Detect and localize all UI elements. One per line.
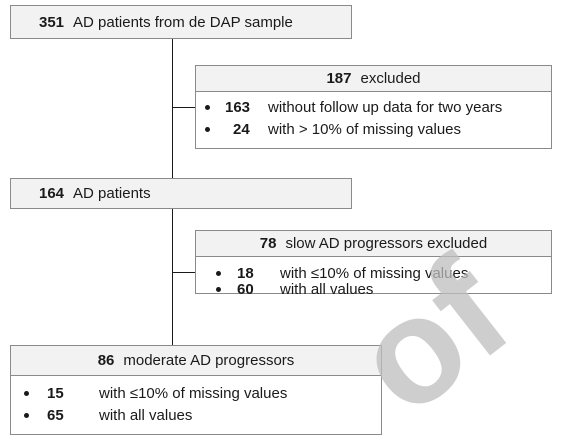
page: {"boxes": [ {"count": 351, "label": "AD … — [10, 5, 552, 446]
label: with ≤10% of missing values — [99, 384, 288, 402]
label: with all values — [99, 406, 193, 424]
count: 24 — [233, 120, 250, 138]
bullet — [205, 105, 210, 110]
flow-box: 78 slow AD progressors excluded 18 with … — [195, 230, 552, 298]
item: 163 without follow up data for two years — [196, 97, 551, 117]
box-header: 78 slow AD progressors excluded — [196, 231, 551, 257]
bullet — [24, 391, 29, 396]
box-header: 86 moderate AD progressors — [11, 346, 381, 376]
flow-box: 86 moderate AD progressors 15 with ≤10% … — [10, 345, 382, 435]
label: AD patients — [73, 185, 151, 202]
count: 86 — [97, 352, 115, 369]
count: 163 — [225, 98, 251, 116]
box-header: 187 excluded — [196, 66, 551, 92]
item: 65 with all values — [11, 405, 381, 425]
connector — [172, 272, 195, 273]
count: 15 — [47, 384, 64, 402]
connector — [172, 107, 195, 108]
count: 18 — [237, 264, 254, 282]
label: moderate AD progressors — [123, 352, 295, 369]
label: slow AD progressors excluded — [285, 235, 488, 252]
label: with > 10% of missing values — [268, 120, 462, 138]
label: AD patients from de DAP sample — [73, 13, 293, 31]
flow-box: 187 excluded 163 without follow up data … — [195, 65, 552, 149]
item: 60 with all values — [196, 280, 551, 298]
count: 60 — [237, 280, 254, 298]
count: 65 — [47, 406, 64, 424]
count: 351 — [39, 13, 65, 31]
connector — [172, 208, 173, 345]
label: with all values — [280, 280, 374, 298]
bullet — [216, 287, 221, 292]
box-header: 351 AD patients from de DAP sample — [11, 6, 351, 38]
flow-box: 164 AD patients — [10, 178, 352, 209]
count: 164 — [39, 185, 65, 202]
label: with ≤10% of missing values — [280, 264, 469, 282]
item: 18 with ≤10% of missing values — [196, 263, 551, 283]
count: 187 — [326, 70, 352, 87]
connector — [172, 39, 173, 178]
count: 78 — [259, 235, 277, 252]
label: without follow up data for two years — [268, 98, 503, 116]
bullet — [205, 127, 210, 132]
flow-box: 351 AD patients from de DAP sample — [10, 5, 352, 39]
bullet — [216, 271, 221, 276]
label: excluded — [360, 70, 421, 87]
box-header: 164 AD patients — [11, 179, 351, 208]
bullet — [24, 413, 29, 418]
item: 24 with > 10% of missing values — [196, 119, 551, 139]
item: 15 with ≤10% of missing values — [11, 383, 381, 403]
